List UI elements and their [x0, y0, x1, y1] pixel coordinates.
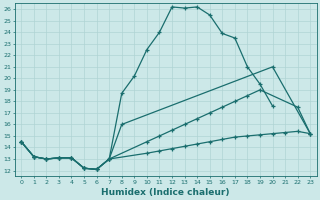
X-axis label: Humidex (Indice chaleur): Humidex (Indice chaleur)	[101, 188, 230, 197]
